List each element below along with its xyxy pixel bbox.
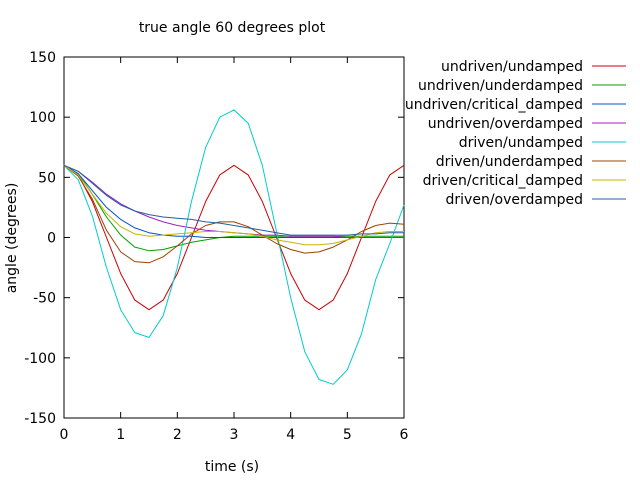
- y-axis: -150 -100 -50 0 50 100 150: [24, 50, 404, 427]
- x-tick-label: 1: [116, 427, 125, 443]
- chart-title: true angle 60 degrees plot: [139, 20, 326, 36]
- x-tick-label: 5: [343, 427, 352, 443]
- y-tick-label: 0: [47, 231, 56, 247]
- x-tick-label: 4: [286, 427, 295, 443]
- y-tick-label: -100: [24, 351, 56, 367]
- x-tick-label: 3: [230, 427, 239, 443]
- x-axis: 0 1 2 3 4 5 6: [60, 57, 409, 443]
- legend-label: driven/overdamped: [446, 192, 583, 208]
- legend-label: driven/undamped: [459, 135, 583, 151]
- legend: undriven/undamped undriven/underdamped und…: [405, 59, 626, 208]
- series-line-undriven-underdamped: [63, 164, 404, 252]
- series-line-driven-overdamped: [63, 164, 404, 236]
- legend-label: undriven/overdamped: [428, 116, 583, 132]
- series-line-undriven-undamped: [63, 164, 405, 311]
- series-line-driven-critical-damped: [63, 164, 404, 246]
- legend-label: undriven/undamped: [441, 59, 583, 75]
- y-tick-label: 100: [29, 110, 56, 126]
- legend-label: undriven/critical_damped: [405, 97, 583, 113]
- series-line-driven-undamped: [63, 109, 405, 385]
- x-tick-label: 6: [400, 427, 409, 443]
- series-lines: [63, 109, 405, 385]
- y-tick-label: 50: [38, 170, 56, 186]
- legend-label: driven/underdamped: [436, 154, 583, 170]
- y-tick-label: -150: [24, 411, 56, 427]
- x-axis-title: time (s): [205, 459, 259, 475]
- legend-label: undriven/underdamped: [418, 78, 583, 94]
- y-tick-label: 150: [29, 50, 56, 66]
- x-tick-label: 2: [173, 427, 182, 443]
- legend-label: driven/critical_damped: [423, 173, 583, 189]
- x-tick-label: 0: [60, 427, 69, 443]
- y-tick-label: -50: [33, 291, 56, 307]
- y-axis-title: angle (degrees): [4, 183, 20, 294]
